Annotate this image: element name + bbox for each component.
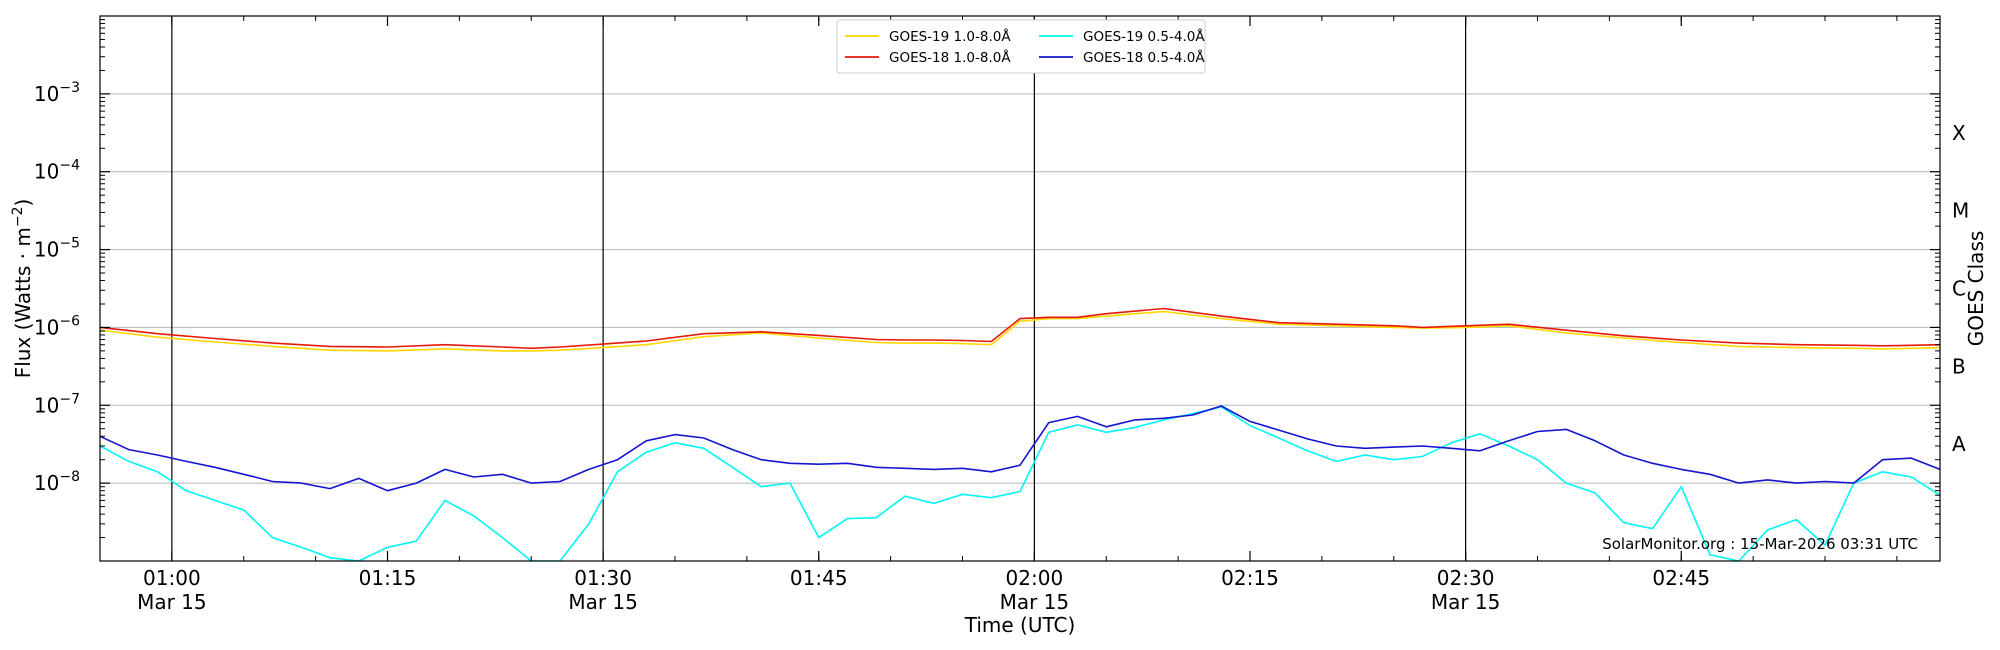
y-tick-base: 10 bbox=[34, 393, 59, 417]
x-tick-label: 02:15 bbox=[1221, 566, 1279, 590]
x-tick-label: 01:00 bbox=[143, 566, 201, 590]
grid-lines bbox=[100, 93, 1940, 484]
goes-class-label: B bbox=[1952, 354, 1966, 378]
x-tick-label: 02:30 bbox=[1437, 566, 1495, 590]
y-tick-label: 10−6 bbox=[34, 313, 80, 339]
y-tick-label: 10−5 bbox=[34, 236, 80, 262]
goes-class-axis-label: GOES Class bbox=[1964, 231, 1988, 347]
x-tick-label: 02:00 bbox=[1006, 566, 1064, 590]
y-axis-label-exponent: −2 bbox=[10, 207, 26, 228]
goes-class-labels: A B C M X bbox=[1952, 121, 1969, 456]
x-tick-date-label: Mar 15 bbox=[137, 590, 207, 614]
y-tick-base: 10 bbox=[34, 471, 59, 495]
y-tick-base: 10 bbox=[34, 160, 59, 184]
x-tick-label: 01:45 bbox=[790, 566, 848, 590]
y-axis-label: Flux (Watts · m−2) bbox=[10, 199, 35, 379]
legend-entry-label: GOES-19 1.0-8.0Å bbox=[889, 28, 1011, 45]
y-tick-exponent: −5 bbox=[59, 236, 80, 252]
y-tick-label: 10−7 bbox=[34, 391, 80, 417]
legend-entry-label: GOES-19 0.5-4.0Å bbox=[1083, 28, 1205, 45]
goes-class-label: M bbox=[1952, 199, 1969, 223]
y-tick-base: 10 bbox=[34, 82, 59, 106]
goes-class-label: A bbox=[1952, 432, 1966, 456]
y-tick-exponent: −6 bbox=[59, 313, 80, 329]
y-tick-base: 10 bbox=[34, 238, 59, 262]
y-tick-exponent: −7 bbox=[59, 391, 80, 407]
y-tick-label: 10−8 bbox=[34, 469, 80, 495]
series-line bbox=[100, 307, 1940, 350]
goes-class-label: X bbox=[1952, 121, 1966, 145]
x-tick-date-label: Mar 15 bbox=[1431, 590, 1501, 614]
x-axis-label: Time (UTC) bbox=[964, 613, 1076, 637]
legend-box bbox=[836, 19, 1206, 74]
day-marker-lines bbox=[171, 16, 1467, 561]
legend: GOES-19 1.0-8.0Å GOES-18 1.0-8.0Å GOES-19 … bbox=[836, 19, 1206, 74]
y-axis-label-text: Flux (Watts · m bbox=[11, 227, 35, 378]
watermark-text: SolarMonitor.org : 15-Mar-2026 03:31 UTC bbox=[1602, 535, 1918, 553]
y-axis-ticks: 10−810−710−610−510−410−3 bbox=[34, 19, 1940, 539]
y-tick-exponent: −8 bbox=[59, 469, 80, 485]
series-line bbox=[100, 310, 1940, 352]
y-tick-label: 10−3 bbox=[34, 80, 80, 106]
x-tick-label: 01:30 bbox=[574, 566, 632, 590]
series-line bbox=[100, 405, 1940, 492]
y-tick-base: 10 bbox=[34, 315, 59, 339]
y-axis-label-close: ) bbox=[11, 199, 35, 207]
legend-entry-label: GOES-18 1.0-8.0Å bbox=[889, 49, 1011, 66]
x-tick-date-label: Mar 15 bbox=[568, 590, 638, 614]
series-lines bbox=[100, 307, 1940, 561]
x-tick-label: 01:15 bbox=[359, 566, 417, 590]
goes-class-label: C bbox=[1952, 277, 1966, 301]
x-tick-label: 02:45 bbox=[1652, 566, 1710, 590]
y-tick-label: 10−4 bbox=[34, 158, 80, 184]
plot-frame bbox=[99, 15, 1941, 562]
series-line bbox=[100, 406, 1940, 561]
x-tick-date-label: Mar 15 bbox=[1000, 590, 1070, 614]
y-tick-exponent: −4 bbox=[59, 158, 80, 174]
y-tick-exponent: −3 bbox=[59, 80, 80, 96]
legend-entry-label: GOES-18 0.5-4.0Å bbox=[1083, 49, 1205, 66]
